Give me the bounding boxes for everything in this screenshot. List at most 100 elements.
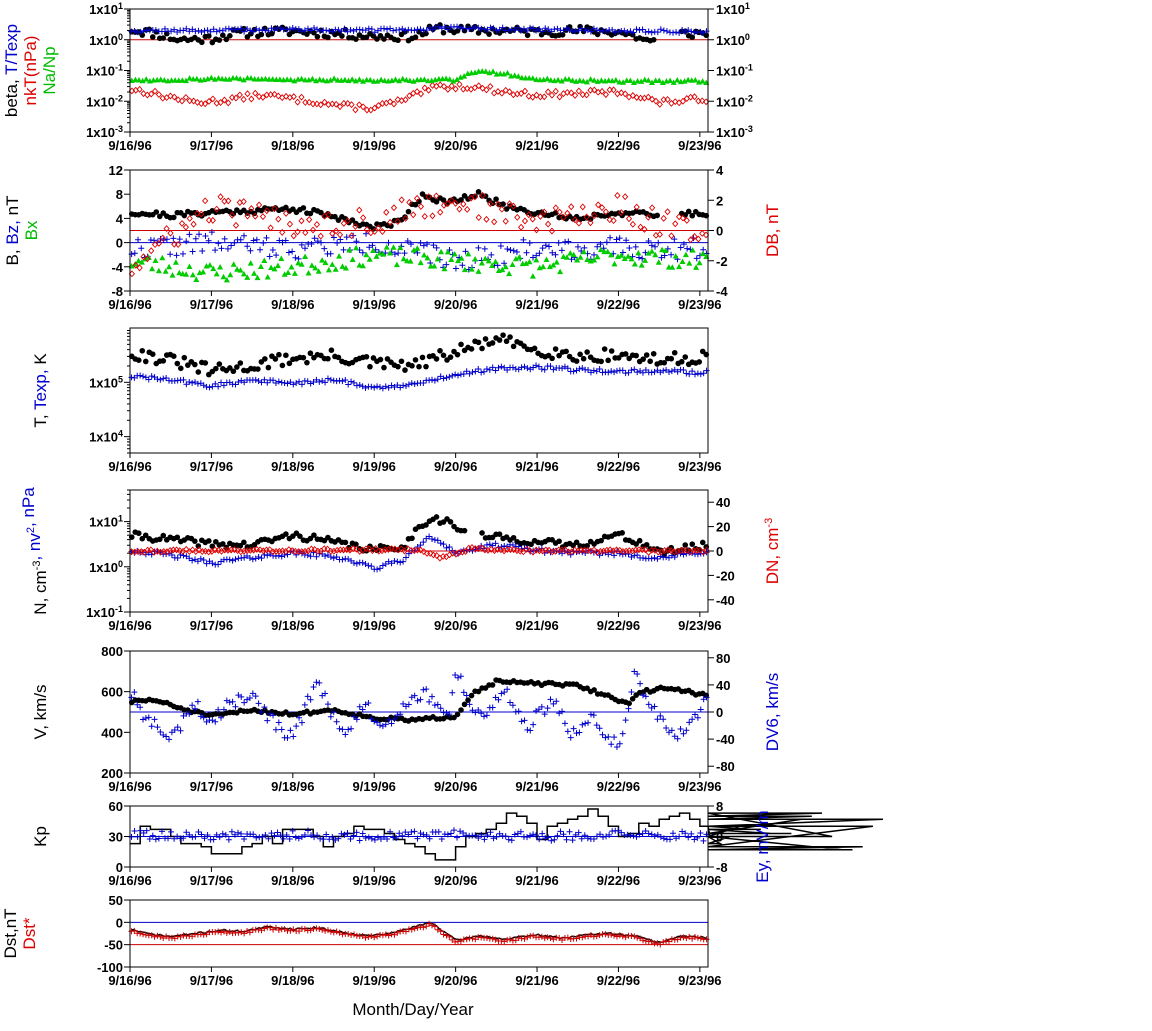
data-point — [398, 545, 405, 553]
data-point — [362, 27, 369, 34]
data-point — [671, 554, 678, 561]
data-point — [633, 541, 639, 547]
data-point — [405, 831, 412, 838]
data-point — [382, 721, 389, 728]
data-point — [402, 214, 409, 222]
data-point — [235, 379, 242, 386]
data-point — [587, 547, 594, 555]
data-point — [518, 718, 525, 725]
data-point — [548, 28, 555, 35]
data-point — [420, 924, 427, 931]
data-point — [691, 93, 698, 101]
data-point — [183, 271, 190, 277]
data-point — [359, 830, 366, 837]
x-tick-label: 9/18/96 — [271, 618, 314, 633]
data-point — [333, 378, 340, 385]
x-tick-label: 9/20/96 — [434, 297, 477, 312]
data-point — [575, 27, 582, 34]
data-point — [663, 937, 670, 944]
data-point — [240, 95, 247, 103]
data-point — [376, 384, 383, 391]
data-point — [326, 27, 333, 34]
data-point — [584, 546, 591, 554]
data-point — [282, 209, 290, 217]
data-point — [251, 270, 258, 276]
data-point — [584, 542, 590, 549]
data-point — [344, 100, 351, 107]
data-point — [376, 722, 383, 729]
data-point — [486, 541, 493, 548]
data-point — [229, 698, 236, 705]
data-point — [318, 239, 325, 246]
data-point — [371, 227, 378, 235]
data-point — [313, 679, 320, 686]
data-point — [582, 720, 589, 727]
data-point — [515, 543, 522, 550]
series-db — [128, 191, 710, 278]
data-point — [668, 355, 675, 362]
y-tick-label: 1x104 — [89, 429, 123, 445]
data-point — [643, 352, 650, 358]
data-point — [521, 363, 528, 370]
data-point — [290, 381, 297, 388]
data-point — [237, 236, 244, 243]
data-point — [217, 264, 224, 270]
data-point — [481, 245, 488, 252]
data-point — [590, 367, 597, 374]
data-point — [657, 369, 664, 376]
data-point — [198, 210, 205, 218]
data-point — [487, 24, 494, 31]
right-y-tick-label: 0 — [716, 544, 723, 559]
data-point — [180, 27, 187, 34]
data-point — [673, 29, 680, 36]
data-point — [577, 351, 583, 358]
data-point — [462, 248, 469, 255]
data-point — [699, 539, 706, 546]
data-point — [403, 76, 410, 83]
data-point — [217, 99, 224, 106]
data-point — [286, 835, 293, 842]
data-point — [153, 209, 160, 215]
data-point — [450, 827, 457, 834]
data-point — [652, 243, 659, 250]
data-point — [520, 236, 527, 243]
data-point — [402, 96, 409, 104]
data-point — [683, 370, 690, 377]
data-point — [421, 84, 428, 92]
data-point — [209, 95, 216, 103]
data-point — [510, 202, 517, 210]
data-point — [412, 34, 419, 41]
data-point — [258, 555, 265, 562]
data-point — [148, 90, 155, 98]
data-point — [319, 377, 326, 384]
data-point — [610, 547, 617, 555]
data-point — [651, 703, 658, 710]
data-point — [664, 96, 671, 103]
data-point — [334, 239, 341, 246]
data-point — [314, 26, 321, 33]
data-point — [163, 225, 170, 233]
data-point — [563, 25, 570, 32]
data-point — [622, 90, 629, 98]
data-point — [502, 263, 509, 270]
data-point — [602, 208, 609, 216]
x-tick-label: 9/20/96 — [434, 873, 477, 888]
x-tick-label: 9/21/96 — [515, 779, 558, 794]
data-point — [491, 547, 498, 555]
data-point — [504, 936, 511, 943]
data-point — [171, 240, 178, 248]
data-point — [375, 102, 382, 109]
data-point — [233, 75, 240, 81]
series-t — [128, 332, 710, 378]
data-point — [356, 382, 363, 389]
data-point — [594, 31, 601, 38]
data-point — [326, 836, 333, 843]
data-point — [674, 735, 681, 742]
data-point — [293, 380, 300, 387]
data-point — [660, 27, 667, 34]
x-tick-label: 9/23/96 — [678, 297, 721, 312]
data-point — [262, 75, 269, 82]
data-point — [506, 88, 513, 96]
data-point — [265, 835, 272, 842]
data-point — [382, 931, 389, 938]
